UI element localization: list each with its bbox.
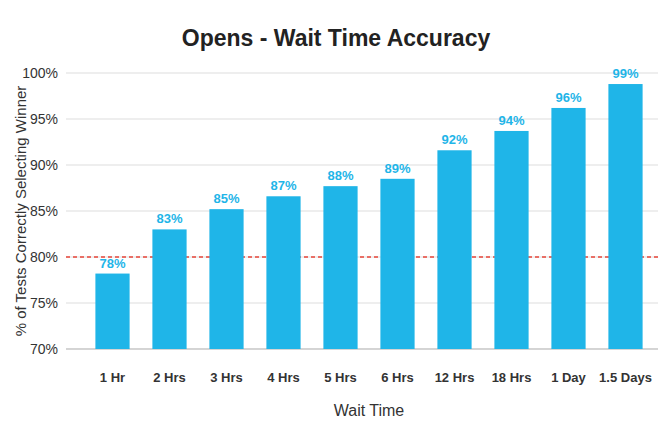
y-tick-label: 70%: [30, 341, 58, 357]
y-tick-label: 100%: [22, 65, 58, 81]
y-tick-label: 90%: [30, 157, 58, 173]
bar: [437, 150, 471, 349]
x-tick-label: 5 Hrs: [324, 370, 357, 385]
y-tick-label: 95%: [30, 111, 58, 127]
data-label: 94%: [498, 113, 524, 128]
bar: [209, 209, 243, 349]
bar: [494, 131, 528, 349]
data-label: 78%: [99, 256, 125, 271]
x-tick-label: 2 Hrs: [153, 370, 186, 385]
x-tick-label: 4 Hrs: [267, 370, 300, 385]
data-label: 96%: [555, 90, 581, 105]
x-tick-label: 6 Hrs: [381, 370, 414, 385]
bar: [323, 186, 357, 349]
x-tick-label: 1 Day: [551, 370, 586, 385]
data-label: 88%: [327, 168, 353, 183]
grid-line: [66, 73, 658, 74]
data-label: 87%: [270, 178, 296, 193]
data-label: 89%: [384, 161, 410, 176]
x-tick-label: 18 Hrs: [492, 370, 532, 385]
bar: [95, 274, 129, 349]
y-tick-label: 85%: [30, 203, 58, 219]
bar: [266, 196, 300, 349]
data-label: 92%: [441, 132, 467, 147]
x-tick-label: 3 Hrs: [210, 370, 243, 385]
y-axis-label: % of Tests Correctly Selecting Winner: [12, 86, 29, 337]
title: Opens - Wait Time Accuracy: [182, 25, 491, 51]
bar: [380, 179, 414, 349]
bar: [608, 84, 642, 349]
y-tick-label: 80%: [30, 249, 58, 265]
bar: [551, 108, 585, 349]
x-tick-label: 1 Hr: [100, 370, 125, 385]
y-tick-label: 75%: [30, 295, 58, 311]
bar: [152, 229, 186, 349]
x-axis-label: Wait Time: [334, 402, 405, 419]
data-label: 85%: [213, 191, 239, 206]
data-label: 83%: [156, 211, 182, 226]
x-tick-label: 12 Hrs: [435, 370, 475, 385]
chart: Opens - Wait Time Accuracy 70% 75% 80% 85% 90…: [0, 0, 672, 431]
x-tick-label: 1.5 Days: [599, 370, 652, 385]
data-label: 99%: [612, 66, 638, 81]
